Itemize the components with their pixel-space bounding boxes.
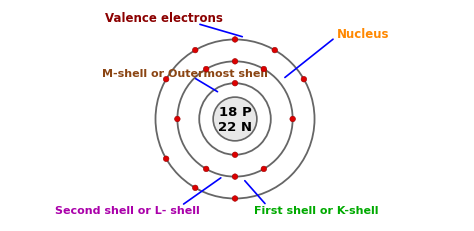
Circle shape [232, 37, 238, 43]
Text: Valence electrons: Valence electrons [104, 12, 222, 25]
Text: First shell or K-shell: First shell or K-shell [254, 206, 379, 216]
Circle shape [232, 152, 238, 158]
Text: M-shell or Outermost shell: M-shell or Outermost shell [102, 69, 268, 79]
Circle shape [272, 48, 278, 54]
Circle shape [232, 59, 238, 65]
Text: 18 P
22 N: 18 P 22 N [218, 106, 252, 133]
Circle shape [192, 185, 198, 191]
Circle shape [261, 166, 266, 172]
Circle shape [213, 98, 257, 141]
Circle shape [164, 156, 169, 162]
Circle shape [174, 117, 180, 122]
Circle shape [203, 67, 209, 73]
Circle shape [290, 117, 295, 122]
Circle shape [232, 174, 238, 180]
Circle shape [203, 166, 209, 172]
Text: Nucleus: Nucleus [337, 28, 389, 41]
Circle shape [164, 77, 169, 83]
Circle shape [232, 81, 238, 87]
Circle shape [301, 77, 307, 83]
Circle shape [261, 67, 266, 73]
Circle shape [192, 48, 198, 54]
Circle shape [232, 196, 238, 201]
Text: Second shell or L- shell: Second shell or L- shell [55, 206, 200, 216]
